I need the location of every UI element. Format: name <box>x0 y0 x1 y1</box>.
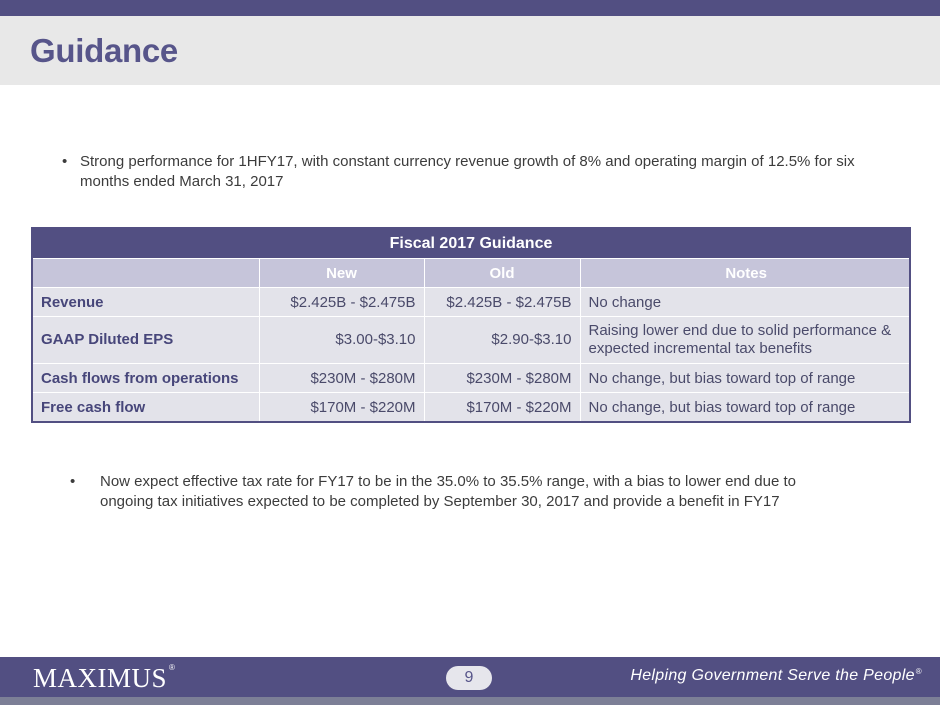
old-value: $2.425B - $2.475B <box>423 287 581 317</box>
row-label: Free cash flow <box>31 392 260 423</box>
maximus-logo: MAXIMUS ® <box>33 663 175 694</box>
table-row: Cash flows from operations $230M - $280M… <box>31 363 911 393</box>
top-bar <box>0 0 940 16</box>
new-value: $230M - $280M <box>258 363 425 393</box>
table-row: GAAP Diluted EPS $3.00-$3.10 $2.90-$3.10… <box>31 316 911 364</box>
bullet-text: Now expect effective tax rate for FY17 t… <box>100 473 796 510</box>
footer-strip <box>0 697 940 705</box>
registered-mark: ® <box>169 663 176 672</box>
old-value: $230M - $280M <box>423 363 581 393</box>
new-value: $3.00-$3.10 <box>258 316 425 364</box>
tagline-text: Helping Government Serve the People <box>630 667 915 684</box>
bullet-marker: • <box>70 473 76 490</box>
row-label: Cash flows from operations <box>31 363 260 393</box>
table-caption: Fiscal 2017 Guidance <box>31 227 911 259</box>
column-header-notes: Notes <box>579 258 911 288</box>
registered-mark: ® <box>915 667 922 676</box>
old-value: $170M - $220M <box>423 392 581 423</box>
table-row: Free cash flow $170M - $220M $170M - $22… <box>31 392 911 423</box>
logo-text: MAXIMUS <box>33 663 168 693</box>
tagline: Helping Government Serve the People® <box>630 667 922 685</box>
guidance-table: Fiscal 2017 Guidance New Old Notes Reven… <box>31 227 911 423</box>
column-header-label <box>31 258 260 288</box>
title-band <box>0 16 940 85</box>
bullet-performance: • Strong performance for 1HFY17, with co… <box>62 152 862 192</box>
bullet-text: Strong performance for 1HFY17, with cons… <box>80 153 855 190</box>
column-header-new: New <box>258 258 425 288</box>
row-label: Revenue <box>31 287 260 317</box>
new-value: $2.425B - $2.475B <box>258 287 425 317</box>
old-value: $2.90-$3.10 <box>423 316 581 364</box>
notes-value: No change, but bias toward top of range <box>579 392 911 423</box>
row-label: GAAP Diluted EPS <box>31 316 260 364</box>
notes-value: Raising lower end due to solid performan… <box>579 316 911 364</box>
bullet-tax-rate: • Now expect effective tax rate for FY17… <box>70 472 850 512</box>
notes-value: No change, but bias toward top of range <box>579 363 911 393</box>
slide-title: Guidance <box>30 32 178 69</box>
table-row: Revenue $2.425B - $2.475B $2.425B - $2.4… <box>31 287 911 317</box>
notes-value: No change <box>579 287 911 317</box>
new-value: $170M - $220M <box>258 392 425 423</box>
column-header-old: Old <box>423 258 581 288</box>
page-number: 9 <box>446 666 492 690</box>
bullet-marker: • <box>62 153 68 170</box>
